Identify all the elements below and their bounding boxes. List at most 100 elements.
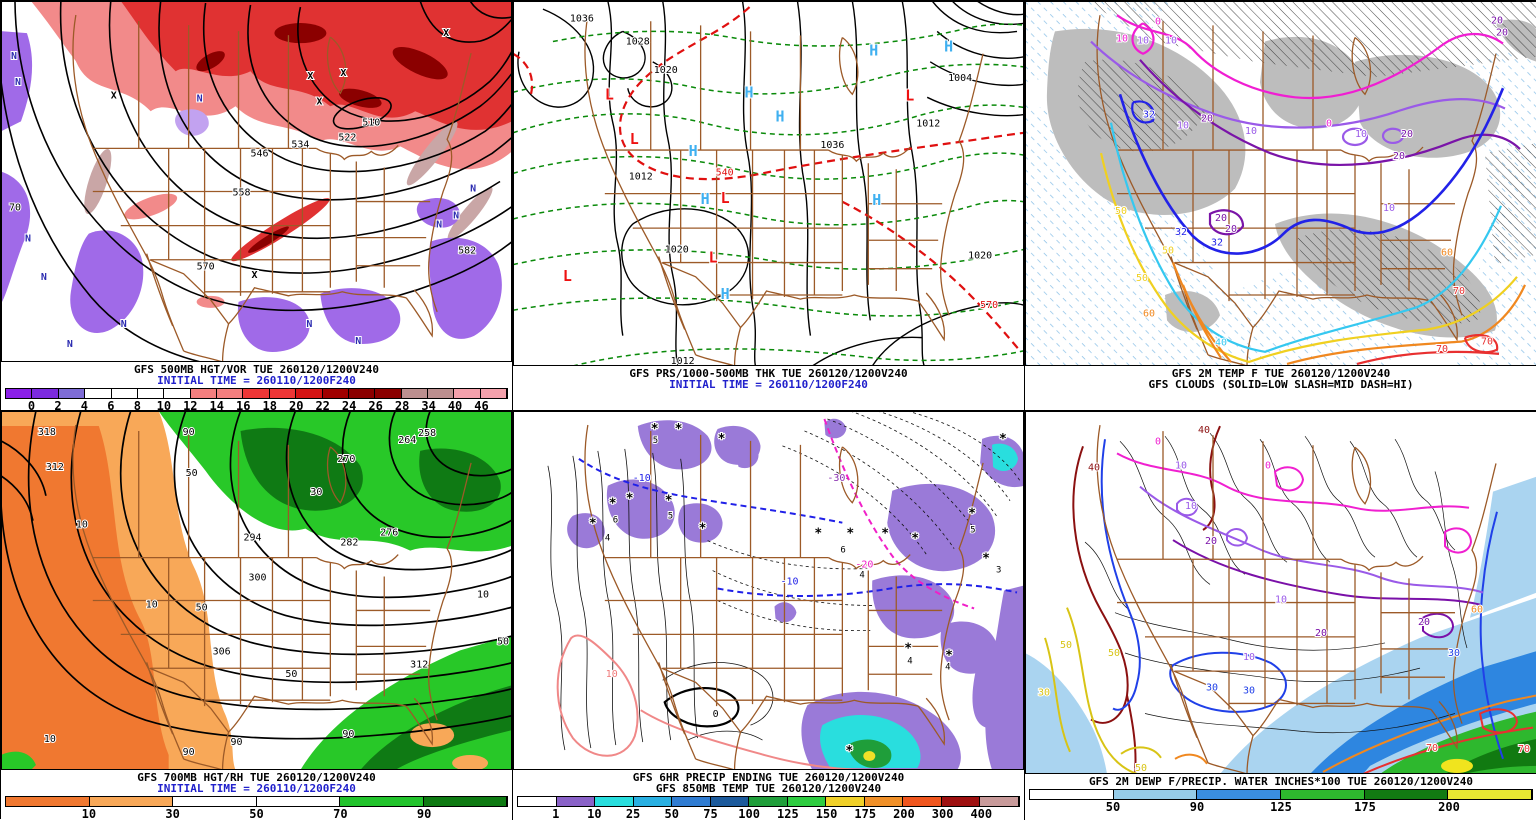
colorbar-tick: 2: [54, 399, 61, 411]
colorbar-segment: [296, 389, 322, 398]
colorbar-tick: 26: [368, 399, 382, 411]
map-label: 540: [716, 167, 734, 178]
map-label: 20: [1393, 151, 1405, 162]
map-label: N: [41, 272, 47, 283]
panel-captions: GFS 6HR PRECIP ENDING TUE 260120/1200V24…: [513, 770, 1024, 794]
map-label: 70: [1436, 344, 1448, 355]
map-label: -30: [827, 473, 845, 484]
colorbar-segment: [749, 797, 788, 806]
map-label: 1012: [916, 119, 940, 130]
colorbar-segment: [270, 389, 296, 398]
colorbar-tick: 400: [970, 807, 992, 820]
colorbar-tick: 10: [157, 399, 171, 411]
map-label: 264: [398, 435, 416, 446]
map-label: 0: [713, 709, 719, 720]
map-label: -10: [780, 577, 798, 588]
colorbar-segment: [90, 797, 174, 806]
colorbar-tick: 10: [82, 807, 96, 820]
colorbar-segment: [138, 389, 164, 398]
map-label: 1012: [671, 356, 695, 366]
colorbar-segment: [85, 389, 111, 398]
map-label: 6: [613, 516, 618, 526]
colorbar-segment: [1114, 790, 1198, 799]
map-label: 300: [249, 573, 267, 584]
colorbar-segment: [557, 797, 596, 806]
map-label: 1004: [948, 73, 972, 84]
colorbar-tick: 6: [107, 399, 114, 411]
colorbar-segment: [59, 389, 85, 398]
map-label: 20: [1315, 628, 1327, 639]
vorticity-shading: [1, 1, 512, 352]
map-label: 40: [1215, 338, 1227, 349]
colorbar-segment: [217, 389, 243, 398]
map-label: 10: [1116, 34, 1128, 45]
thickness-contours-red: [513, 7, 1024, 351]
map-label: 20: [1418, 617, 1430, 628]
colorbar-tick: 75: [703, 807, 717, 820]
map-label: 10: [1355, 129, 1367, 140]
500mb-vorticity-map: 51052253454655857058270NNNNNNNNNNNNXXXXX…: [1, 1, 512, 362]
colorbar-segment: [243, 389, 269, 398]
map-label: 70: [1426, 743, 1438, 754]
colorbar-tick: 30: [165, 807, 179, 820]
panel-captions: GFS PRS/1000-500MB THK TUE 260120/1200V2…: [513, 366, 1024, 390]
map-label: 1020: [968, 250, 992, 261]
colorbar-segment: [865, 797, 904, 806]
map-label: 20: [1401, 129, 1413, 140]
map-label: 20: [1205, 536, 1217, 547]
colorbar-tick: 14: [210, 399, 224, 411]
colorbar-tick: 125: [777, 807, 799, 820]
colorbar-segment: [112, 389, 138, 398]
map-label: 20: [1201, 114, 1213, 125]
colorbar-segment: [788, 797, 827, 806]
map-label: H: [872, 191, 881, 209]
map-label: *: [814, 527, 822, 542]
map-label: 70: [1518, 744, 1530, 755]
map-label: N: [453, 211, 459, 222]
map-label: 1020: [654, 65, 678, 76]
colorbar-segment: [323, 389, 349, 398]
map-label: 10: [1383, 203, 1395, 214]
map-label: 30: [1206, 682, 1218, 693]
colorbar-segment: [454, 389, 480, 398]
colorbar-segment: [428, 389, 454, 398]
colorbar-tick: 70: [333, 807, 347, 820]
map-label: 90: [183, 427, 195, 438]
colorbar-tick: 10: [587, 807, 601, 820]
colorbar-tick: 175: [854, 807, 876, 820]
map-label: N: [25, 234, 31, 245]
map-label: 10: [1245, 126, 1257, 137]
map-label: 3: [996, 566, 1001, 576]
colorbar-tick: 22: [315, 399, 329, 411]
map-label: H: [745, 83, 754, 101]
colorbar-tick: 34: [421, 399, 435, 411]
map-label: *: [845, 744, 853, 759]
map-label: N: [470, 184, 476, 195]
map-label: H: [944, 38, 953, 56]
map-label: N: [436, 220, 442, 231]
map-labels: 1036102810201012103610041012102010121020…: [563, 13, 998, 366]
colorbar-tick: 125: [1270, 800, 1292, 814]
map-label: 90: [231, 737, 243, 748]
colorbar-segment: [634, 797, 673, 806]
map-label: 570: [980, 300, 998, 311]
map-label: X: [111, 90, 117, 101]
map-label: 558: [233, 188, 251, 199]
map-label: 5: [653, 436, 658, 446]
map-label: *: [846, 527, 854, 542]
map-label: 0: [1155, 436, 1161, 447]
colorbar-segment: [826, 797, 865, 806]
map-label: *: [999, 432, 1007, 447]
map-label: 1020: [665, 244, 689, 255]
700mb-rh-map: 3183122943003063122702762822642589090909…: [1, 411, 512, 770]
map-label: 0: [1326, 119, 1332, 130]
map-label: *: [651, 422, 659, 437]
